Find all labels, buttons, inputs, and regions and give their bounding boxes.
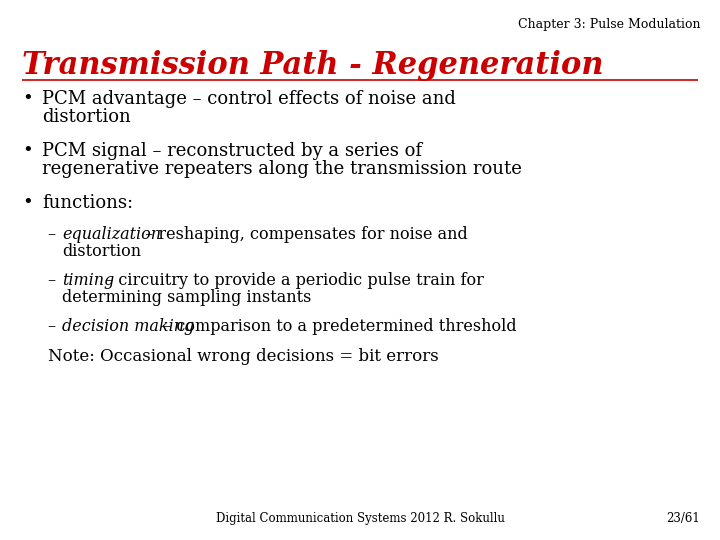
- Text: – comparison to a predetermined threshold: – comparison to a predetermined threshol…: [158, 318, 517, 335]
- Text: timing: timing: [62, 272, 114, 289]
- Text: – circuitry to provide a periodic pulse train for: – circuitry to provide a periodic pulse …: [100, 272, 484, 289]
- Text: Digital Communication Systems 2012 R. Sokullu: Digital Communication Systems 2012 R. So…: [215, 512, 505, 525]
- Text: decision making: decision making: [62, 318, 194, 335]
- Text: •: •: [22, 194, 32, 212]
- Text: PCM advantage – control effects of noise and: PCM advantage – control effects of noise…: [42, 90, 456, 108]
- Text: –: –: [48, 318, 61, 335]
- Text: Chapter 3: Pulse Modulation: Chapter 3: Pulse Modulation: [518, 18, 700, 31]
- Text: distortion: distortion: [42, 108, 131, 126]
- Text: 23/61: 23/61: [666, 512, 700, 525]
- Text: •: •: [22, 142, 32, 160]
- Text: •: •: [22, 90, 32, 108]
- Text: distortion: distortion: [62, 243, 141, 260]
- Text: regenerative repeaters along the transmission route: regenerative repeaters along the transmi…: [42, 160, 522, 178]
- Text: Transmission Path - Regeneration: Transmission Path - Regeneration: [22, 50, 603, 81]
- Text: determining sampling instants: determining sampling instants: [62, 289, 311, 306]
- Text: PCM signal – reconstructed by a series of: PCM signal – reconstructed by a series o…: [42, 142, 422, 160]
- Text: –: –: [48, 226, 61, 243]
- Text: –: –: [48, 272, 61, 289]
- Text: functions:: functions:: [42, 194, 133, 212]
- Text: equalization: equalization: [62, 226, 161, 243]
- Text: – reshaping, compensates for noise and: – reshaping, compensates for noise and: [140, 226, 468, 243]
- Text: Note: Occasional wrong decisions = bit errors: Note: Occasional wrong decisions = bit e…: [48, 348, 438, 365]
